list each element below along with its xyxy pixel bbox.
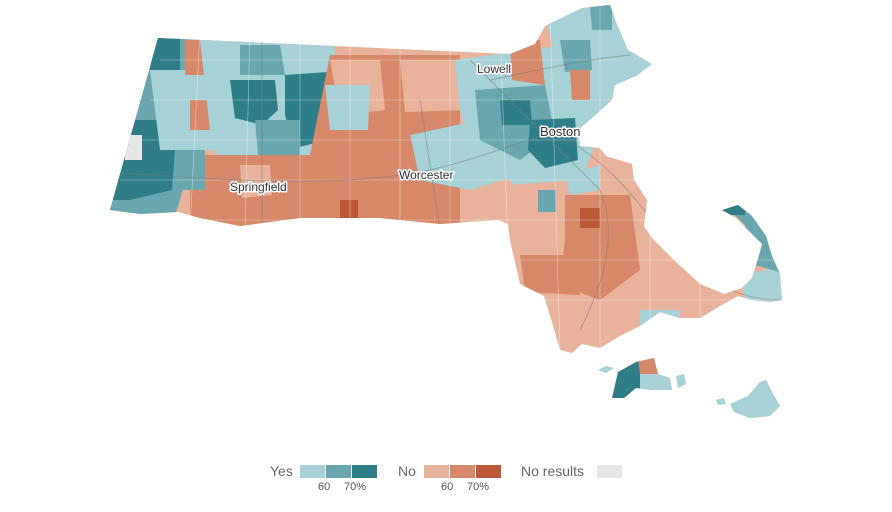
legend-no-results-swatches xyxy=(597,465,623,478)
region-no-results xyxy=(125,135,142,160)
region-falmouth xyxy=(640,310,680,345)
island-tuckernuck xyxy=(716,398,726,405)
region-cape-end-dark xyxy=(720,200,745,215)
city-label-worcester: Worcester xyxy=(399,168,453,182)
region-worcester-east xyxy=(400,60,470,112)
legend-no-swatch xyxy=(424,465,449,478)
legend-yes-tick-70: 70% xyxy=(344,481,367,493)
region-brockton-dark xyxy=(580,208,600,228)
region-valley-mid xyxy=(255,120,300,155)
region-north-no xyxy=(570,70,590,100)
legend-yes-swatch xyxy=(352,465,377,478)
region-west-no-2 xyxy=(190,100,210,130)
region-central-dark xyxy=(340,200,358,222)
city-label-lowell: Lowell xyxy=(477,62,511,76)
legend-no-tick-60: 60 xyxy=(441,481,454,493)
legend-yes-swatch xyxy=(300,465,325,478)
region-springfield-city xyxy=(240,165,272,198)
legend-yes-tick-60: 60 xyxy=(318,481,331,493)
region-nantucket xyxy=(720,370,782,418)
region-quabbin-yes xyxy=(325,85,370,130)
region-north-shore-mid xyxy=(560,40,592,72)
legend-no-swatch xyxy=(450,465,475,478)
region-nw-corner xyxy=(150,5,180,70)
region-merrimack-no xyxy=(510,40,545,85)
region-newburyport xyxy=(590,5,612,30)
region-west-yes-spot xyxy=(175,150,205,190)
highways xyxy=(110,40,781,331)
legend-no-results-swatch xyxy=(597,465,622,478)
city-label-springfield: Springfield xyxy=(230,180,287,194)
region-southeast xyxy=(520,255,580,295)
island-elizabeth xyxy=(598,366,614,373)
legend-no-swatches xyxy=(424,465,502,478)
legend-no-results-label: No results xyxy=(521,463,585,479)
region-amherst xyxy=(230,80,278,125)
island-chappaquiddick xyxy=(676,374,686,388)
region-south-yes xyxy=(538,190,556,212)
legend-yes-label: Yes xyxy=(270,463,293,479)
region-cambridge xyxy=(500,100,532,125)
map-legend: Yes 60 70% No 60 70% No results xyxy=(270,462,650,502)
legend-no-tick-70: 70% xyxy=(467,481,490,493)
legend-yes-swatch xyxy=(326,465,351,478)
legend-no-label: No xyxy=(398,463,416,479)
region-vineyard-no xyxy=(638,356,660,374)
city-label-boston: Boston xyxy=(540,124,580,139)
legend-no-swatch xyxy=(476,465,501,478)
legend-yes-swatches xyxy=(300,465,378,478)
region-provincetown xyxy=(715,195,782,275)
